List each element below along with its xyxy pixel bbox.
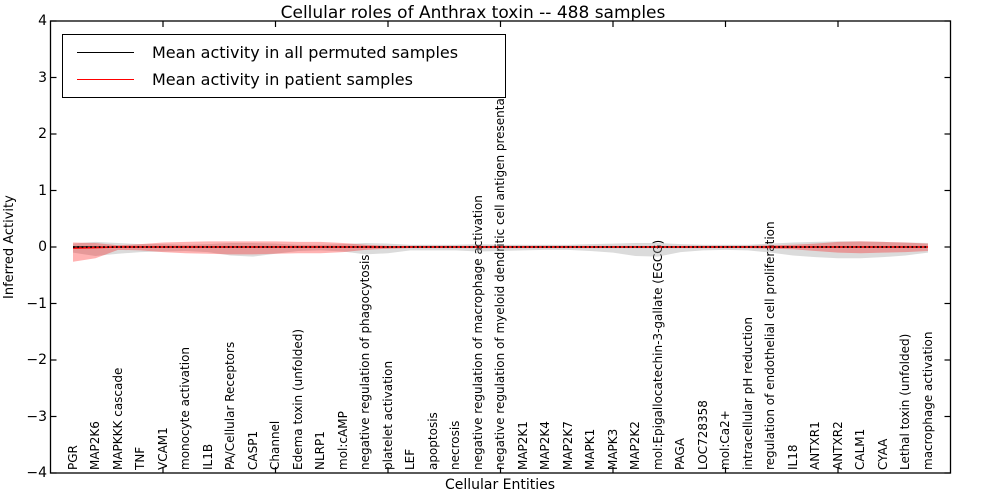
confidence-bands <box>73 241 928 262</box>
y-tick-label: 1 <box>38 182 47 199</box>
y-tick-label: −3 <box>26 408 47 425</box>
y-tick-label: 3 <box>38 69 47 86</box>
y-tick-label: 4 <box>38 13 47 29</box>
legend-item-patient: Mean activity in patient samples <box>63 70 505 89</box>
y-tick-label: −1 <box>26 295 47 312</box>
y-tick-label: 2 <box>38 126 47 142</box>
legend-item-permuted: Mean activity in all permuted samples <box>63 43 505 62</box>
y-axis-label: Inferred Activity <box>2 195 17 299</box>
legend-item-label: Mean activity in all permuted samples <box>152 43 459 62</box>
legend: Mean activity in all permuted samples Me… <box>62 34 506 98</box>
y-tick-label: −4 <box>26 465 47 481</box>
y-tick-label: −2 <box>26 352 47 368</box>
patient-line-swatch <box>77 79 134 80</box>
legend-item-label: Mean activity in patient samples <box>152 70 413 89</box>
axis-ticks <box>50 20 951 474</box>
y-tick-label: 0 <box>38 239 47 255</box>
x-axis-label: Cellular Entities <box>444 477 556 493</box>
band <box>73 241 928 259</box>
chart-title: Cellular roles of Anthrax toxin -- 488 s… <box>280 3 666 23</box>
permuted-line-swatch <box>77 52 134 53</box>
